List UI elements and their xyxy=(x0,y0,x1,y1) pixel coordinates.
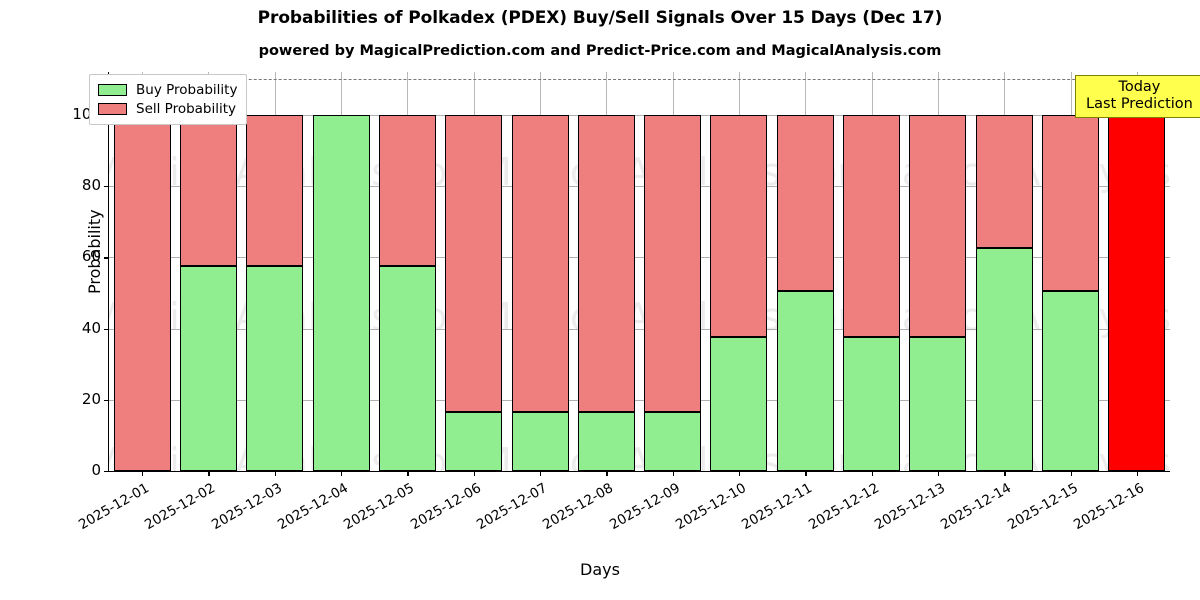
bar-segment-sell[interactable] xyxy=(511,114,569,412)
bar-segment-sell[interactable] xyxy=(909,114,967,338)
bar-group[interactable] xyxy=(975,72,1033,471)
x-tick-mark xyxy=(1136,471,1139,476)
bar-group[interactable] xyxy=(312,72,370,471)
bar-segment-buy[interactable] xyxy=(312,114,370,471)
bar-segment-sell[interactable] xyxy=(179,114,237,267)
today-annotation-line1: Today xyxy=(1118,79,1161,95)
bar-group[interactable] xyxy=(1042,72,1100,471)
x-tick-mark xyxy=(738,471,741,476)
bar-segment-sell[interactable] xyxy=(378,114,436,267)
x-tick-mark xyxy=(473,471,476,476)
bar-segment-sell[interactable] xyxy=(246,114,304,267)
x-axis-label: Days xyxy=(580,560,620,579)
bar-segment-sell[interactable] xyxy=(577,114,635,412)
bar-segment-sell[interactable] xyxy=(644,114,702,412)
bar-segment-today[interactable] xyxy=(1108,114,1166,471)
y-tick-label: 80 xyxy=(81,176,101,194)
bar-group[interactable] xyxy=(710,72,768,471)
x-tick-mark xyxy=(208,471,210,476)
y-tick-label: 60 xyxy=(81,247,101,266)
bar-segment-sell[interactable] xyxy=(1042,114,1100,292)
bar-segment-buy[interactable] xyxy=(246,266,304,471)
x-tick-mark xyxy=(341,471,343,476)
bar-group[interactable] xyxy=(644,72,702,471)
legend-label-buy: Buy Probability xyxy=(136,81,238,98)
y-tick-mark xyxy=(104,186,109,188)
y-gridline xyxy=(109,399,1170,401)
x-tick-mark xyxy=(805,471,807,476)
bar-segment-buy[interactable] xyxy=(577,411,635,471)
bar-segment-buy[interactable] xyxy=(843,337,901,471)
legend-item-sell: Sell Probability xyxy=(98,99,237,118)
today-annotation-line2: Last Prediction xyxy=(1086,96,1193,113)
bar-segment-buy[interactable] xyxy=(378,266,436,471)
bar-segment-buy[interactable] xyxy=(511,411,569,471)
bar-segment-buy[interactable] xyxy=(1042,291,1100,471)
page-title: Probabilities of Polkadex (PDEX) Buy/Sel… xyxy=(257,8,943,28)
y-tick-label: 40 xyxy=(81,318,101,337)
bar-group[interactable] xyxy=(511,72,569,471)
y-gridline xyxy=(109,114,1170,116)
y-gridline xyxy=(109,186,1170,187)
plot-area: MagicalAnalysis.comMagicalAnalysis.comMa… xyxy=(72,72,1170,533)
x-tick-mark xyxy=(407,471,409,476)
y-tick-label: 0 xyxy=(91,461,101,479)
bar-segment-buy[interactable] xyxy=(909,337,967,471)
y-tick-mark xyxy=(104,257,109,259)
y-tick-label: 20 xyxy=(81,389,101,408)
bar-segment-buy[interactable] xyxy=(445,411,503,471)
bar-segment-sell[interactable] xyxy=(843,114,901,338)
y-tick-mark xyxy=(104,328,109,330)
legend-label-sell: Sell Probability xyxy=(136,100,237,117)
x-tick-mark xyxy=(142,471,144,476)
chart-subtitle: powered by MagicalPrediction.com and Pre… xyxy=(258,43,942,59)
bar-segment-buy[interactable] xyxy=(644,411,702,471)
bar-group[interactable] xyxy=(113,72,171,471)
bar-group[interactable] xyxy=(577,72,635,471)
bar-group[interactable] xyxy=(843,72,901,471)
legend-swatch-buy xyxy=(98,83,127,96)
reference-line xyxy=(109,79,1170,81)
x-tick-mark xyxy=(274,471,277,476)
y-gridline xyxy=(109,328,1170,330)
today-annotation: Today Last Prediction xyxy=(1075,75,1200,119)
bar-group[interactable] xyxy=(378,72,436,471)
x-tick-mark xyxy=(1070,471,1072,476)
x-tick-mark xyxy=(672,471,674,476)
bar-segment-sell[interactable] xyxy=(776,114,834,292)
bar-segment-buy[interactable] xyxy=(776,291,834,471)
bar-group[interactable] xyxy=(909,72,967,471)
legend-item-buy: Buy Probability xyxy=(98,80,237,99)
x-tick-mark xyxy=(540,471,542,476)
bar-group[interactable] xyxy=(246,72,304,471)
bar-group[interactable] xyxy=(776,72,834,471)
bar-group[interactable] xyxy=(1108,72,1166,471)
bar-group[interactable] xyxy=(179,72,237,471)
bar-segment-buy[interactable] xyxy=(710,337,768,471)
x-tick-mark xyxy=(871,471,873,476)
bar-segment-sell[interactable] xyxy=(445,114,503,412)
bar-segment-sell[interactable] xyxy=(975,114,1033,249)
x-tick-mark xyxy=(937,471,940,476)
y-gridline xyxy=(109,257,1170,259)
legend-swatch-sell xyxy=(98,102,127,115)
chart-legend: Buy Probability Sell Probability xyxy=(89,74,248,125)
plot-inner: MagicalAnalysis.comMagicalAnalysis.comMa… xyxy=(109,72,1170,471)
x-tick-mark xyxy=(606,471,608,476)
bar-segment-sell[interactable] xyxy=(113,114,171,471)
bar-segment-buy[interactable] xyxy=(179,266,237,471)
bar-group[interactable] xyxy=(445,72,503,471)
bar-segment-sell[interactable] xyxy=(710,114,768,338)
bar-segment-buy[interactable] xyxy=(975,248,1033,471)
x-tick-mark xyxy=(1004,471,1006,476)
y-tick-mark xyxy=(104,471,109,473)
y-tick-mark xyxy=(104,399,109,402)
